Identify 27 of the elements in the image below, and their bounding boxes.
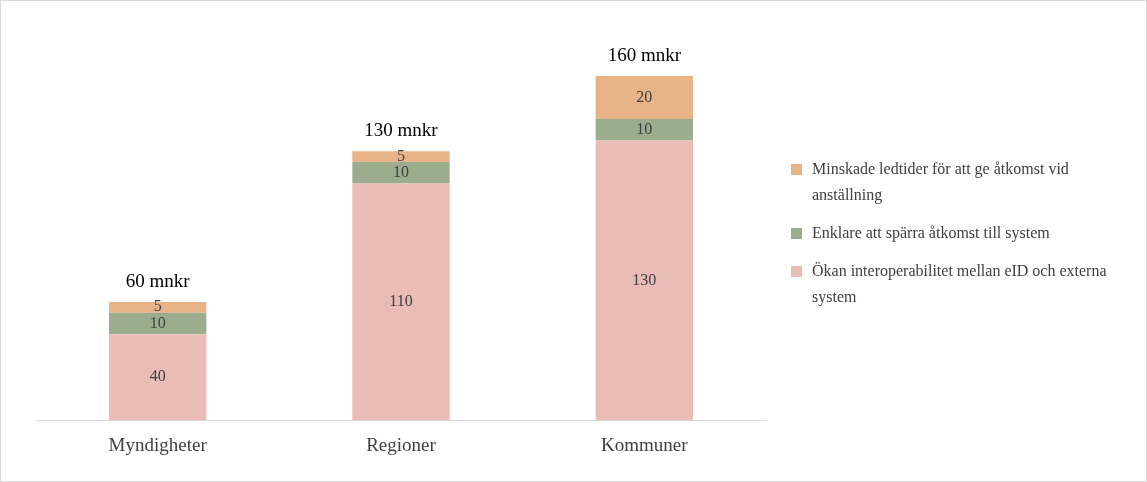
data-label: 40 bbox=[149, 367, 166, 385]
data-label: 10 bbox=[149, 313, 166, 331]
bar bbox=[595, 140, 693, 421]
bar bbox=[109, 301, 207, 313]
data-label: 10 bbox=[636, 119, 653, 137]
data-label: 5 bbox=[397, 146, 405, 164]
bar bbox=[352, 162, 450, 184]
x-tick-label: Regioner bbox=[366, 433, 437, 455]
annotation: 60 mnkr bbox=[125, 269, 191, 291]
legend-label: Minskade ledtider för att ge åtkomst vid anställning bbox=[812, 159, 1070, 206]
bar bbox=[352, 151, 450, 163]
annotation: 130 mnkr bbox=[364, 119, 439, 141]
legend-label: Enklare att spärra åtkomst till system bbox=[812, 223, 1050, 244]
bar bbox=[595, 119, 693, 141]
data-label: 20 bbox=[636, 87, 653, 105]
data-label: 130 bbox=[632, 270, 657, 288]
annotation: 160 mnkr bbox=[607, 43, 682, 65]
x-tick-label: Kommuner bbox=[601, 433, 689, 455]
bar bbox=[109, 312, 207, 335]
legend-label: Ökan interoperabilitet mellan eID och externa system bbox=[812, 261, 1108, 308]
bar bbox=[352, 183, 450, 421]
bar bbox=[109, 334, 207, 421]
x-tick-label: Myndigheter bbox=[108, 433, 208, 455]
data-label: 5 bbox=[153, 297, 162, 315]
data-label: 10 bbox=[393, 163, 409, 181]
data-label: 110 bbox=[389, 292, 413, 310]
bar bbox=[595, 76, 693, 120]
